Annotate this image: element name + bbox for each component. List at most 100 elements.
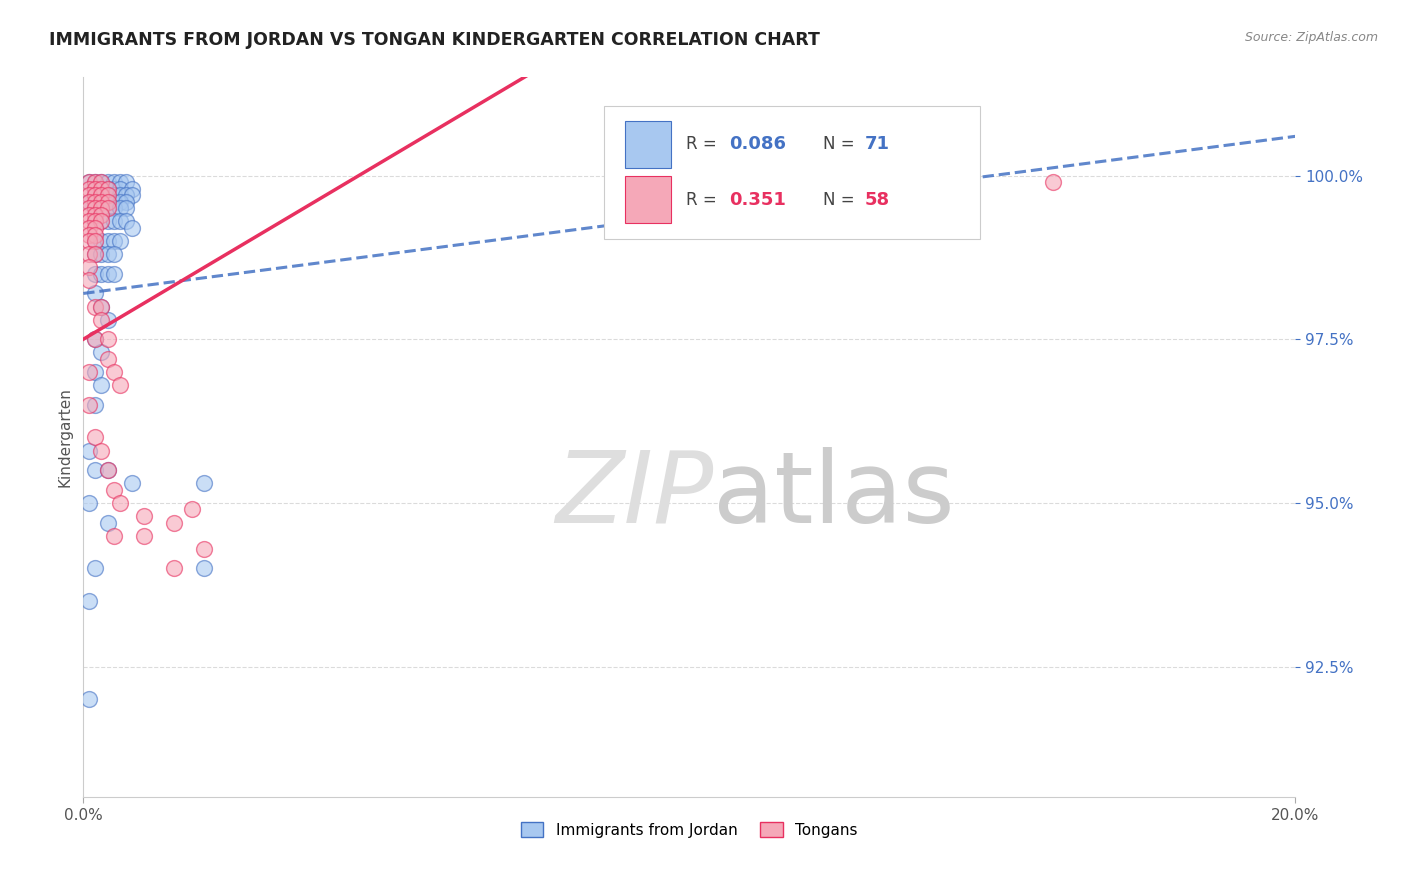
Point: [90, 188, 112, 202]
Point: [84, 214, 107, 228]
Point: [84, 234, 107, 248]
Point: [96, 247, 118, 261]
Point: [103, 202, 125, 216]
Point: [90, 182, 112, 196]
Point: [84, 208, 107, 222]
Point: [90, 188, 112, 202]
Point: [79, 260, 101, 275]
Point: [103, 483, 125, 497]
Text: N =: N =: [823, 136, 859, 153]
Point: [79, 214, 101, 228]
Point: [108, 214, 131, 228]
Point: [84, 221, 107, 235]
Point: [132, 528, 155, 542]
Point: [90, 175, 112, 189]
Point: [96, 332, 118, 346]
Point: [84, 398, 107, 412]
Point: [79, 202, 101, 216]
Point: [193, 561, 215, 575]
Point: [96, 188, 118, 202]
Point: [96, 463, 118, 477]
Point: [193, 476, 215, 491]
Point: [121, 188, 143, 202]
Point: [84, 247, 107, 261]
Point: [96, 234, 118, 248]
Point: [84, 227, 107, 242]
Point: [96, 182, 118, 196]
Point: [84, 182, 107, 196]
Point: [84, 463, 107, 477]
Point: [90, 312, 112, 326]
Point: [96, 175, 118, 189]
Point: [108, 234, 131, 248]
Point: [108, 175, 131, 189]
Point: [84, 234, 107, 248]
Point: [103, 365, 125, 379]
Point: [79, 594, 101, 608]
Point: [103, 247, 125, 261]
Point: [96, 312, 118, 326]
Point: [79, 692, 101, 706]
Point: [84, 300, 107, 314]
Point: [90, 378, 112, 392]
Point: [114, 188, 136, 202]
Point: [103, 528, 125, 542]
Point: [90, 214, 112, 228]
Point: [79, 365, 101, 379]
Point: [84, 365, 107, 379]
Point: [108, 188, 131, 202]
Point: [108, 182, 131, 196]
Point: [84, 188, 107, 202]
Point: [79, 443, 101, 458]
Point: [79, 194, 101, 209]
Point: [84, 286, 107, 301]
Text: IMMIGRANTS FROM JORDAN VS TONGAN KINDERGARTEN CORRELATION CHART: IMMIGRANTS FROM JORDAN VS TONGAN KINDERG…: [49, 31, 820, 49]
Point: [103, 175, 125, 189]
Point: [96, 463, 118, 477]
Point: [90, 214, 112, 228]
Point: [103, 214, 125, 228]
Text: R =: R =: [686, 136, 721, 153]
Text: atlas: atlas: [713, 447, 955, 543]
Point: [90, 267, 112, 281]
Point: [121, 182, 143, 196]
Point: [79, 273, 101, 287]
Point: [90, 182, 112, 196]
Point: [96, 188, 118, 202]
Point: [84, 332, 107, 346]
Point: [96, 351, 118, 366]
Point: [79, 398, 101, 412]
Point: [103, 194, 125, 209]
Point: [79, 182, 101, 196]
Point: [96, 194, 118, 209]
Text: ZIP: ZIP: [555, 447, 713, 543]
Point: [114, 194, 136, 209]
Point: [114, 202, 136, 216]
Point: [132, 508, 155, 523]
Point: [79, 175, 101, 189]
Point: [163, 561, 186, 575]
Point: [96, 202, 118, 216]
Point: [96, 516, 118, 530]
Text: 0.086: 0.086: [730, 136, 786, 153]
Point: [90, 345, 112, 359]
Point: [96, 202, 118, 216]
Point: [108, 378, 131, 392]
Point: [96, 194, 118, 209]
Point: [84, 188, 107, 202]
Point: [90, 443, 112, 458]
Point: [79, 247, 101, 261]
Point: [103, 188, 125, 202]
Text: 58: 58: [865, 191, 890, 209]
Y-axis label: Kindergarten: Kindergarten: [58, 387, 72, 487]
Point: [79, 221, 101, 235]
Point: [90, 202, 112, 216]
Point: [79, 194, 101, 209]
Point: [84, 214, 107, 228]
Text: N =: N =: [823, 191, 859, 209]
Point: [84, 202, 107, 216]
Text: R =: R =: [686, 191, 721, 209]
Point: [90, 208, 112, 222]
Legend: Immigrants from Jordan, Tongans: Immigrants from Jordan, Tongans: [515, 816, 865, 844]
Point: [108, 202, 131, 216]
